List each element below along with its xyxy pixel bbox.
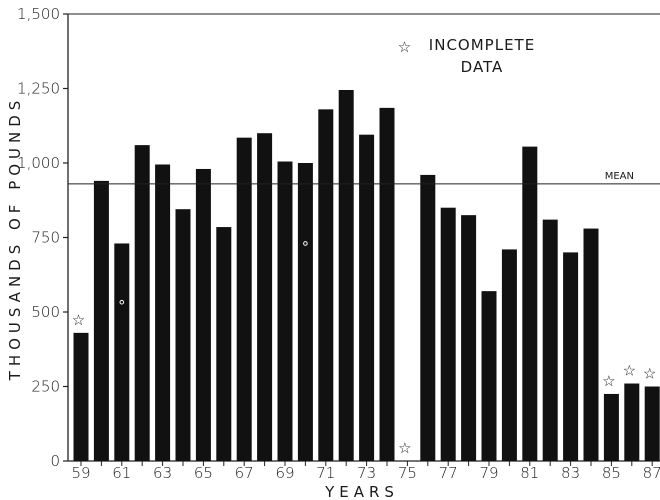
x-tick-label: 77 bbox=[439, 464, 458, 482]
bar bbox=[603, 393, 619, 461]
bar bbox=[73, 332, 89, 461]
markers: ☆ ☆ ☆ ☆ ☆ bbox=[72, 241, 657, 457]
legend-star-icon: ☆ bbox=[398, 38, 412, 56]
x-tick-label: 87 bbox=[643, 464, 660, 482]
mean-label: MEAN bbox=[605, 171, 634, 182]
x-tick-label: 71 bbox=[316, 464, 335, 482]
bar bbox=[277, 161, 293, 461]
x-tick-label: 63 bbox=[153, 464, 172, 482]
bar bbox=[624, 383, 640, 461]
bar bbox=[195, 168, 211, 461]
bar bbox=[93, 180, 109, 461]
x-tick-label: 65 bbox=[194, 464, 213, 482]
bar bbox=[644, 386, 660, 461]
bar bbox=[236, 137, 252, 462]
legend-line-1: INCOMPLETE bbox=[429, 36, 535, 54]
bar bbox=[114, 243, 130, 461]
incomplete-star-icon: ☆ bbox=[602, 372, 616, 390]
incomplete-star-icon: ☆ bbox=[643, 365, 657, 383]
bar bbox=[318, 109, 334, 462]
bar bbox=[501, 249, 517, 461]
bar bbox=[481, 291, 497, 461]
bar bbox=[297, 163, 313, 461]
x-tick-label: 59 bbox=[71, 464, 90, 482]
x-tick-label: 83 bbox=[561, 464, 580, 482]
bar bbox=[257, 133, 273, 461]
y-ticks: 0 250 500 750 1,000 1,250 1,500 bbox=[17, 5, 68, 470]
x-tick-label: 69 bbox=[275, 464, 294, 482]
circle-marker-icon bbox=[119, 299, 125, 305]
y-tick-label: 1,500 bbox=[17, 5, 60, 23]
x-tick-label: 67 bbox=[235, 464, 254, 482]
x-tick-label: 85 bbox=[602, 464, 621, 482]
x-tick-label: 73 bbox=[357, 464, 376, 482]
incomplete-star-icon: ☆ bbox=[398, 439, 412, 457]
mean-line-group: MEAN bbox=[68, 171, 660, 185]
x-tick-label: 61 bbox=[112, 464, 131, 482]
bar bbox=[563, 252, 579, 461]
bar bbox=[542, 219, 558, 461]
bar bbox=[175, 209, 191, 461]
y-tick-label: 0 bbox=[50, 452, 60, 470]
bar bbox=[583, 228, 599, 461]
x-tick-label: 79 bbox=[479, 464, 498, 482]
bar bbox=[338, 89, 354, 462]
y-tick-label: 250 bbox=[31, 378, 60, 396]
x-ticks: 59 61 63 65 67 69 71 73 75 77 79 81 83 85 87 bbox=[71, 461, 660, 482]
y-tick-label: 1,000 bbox=[17, 154, 60, 172]
incomplete-star-icon: ☆ bbox=[623, 362, 637, 380]
x-tick-label: 81 bbox=[520, 464, 539, 482]
y-axis-title: THOUSANDS OF POUNDS bbox=[6, 96, 24, 382]
bar bbox=[522, 146, 538, 462]
x-tick-label: 75 bbox=[398, 464, 417, 482]
bar bbox=[134, 145, 150, 461]
bar bbox=[461, 215, 477, 461]
bars bbox=[73, 89, 660, 462]
bar bbox=[379, 107, 395, 462]
circle-marker-icon bbox=[303, 241, 308, 246]
y-tick-label: 1,250 bbox=[17, 80, 60, 98]
legend: ☆ INCOMPLETE DATA bbox=[398, 36, 535, 76]
bar bbox=[359, 134, 375, 461]
legend-line-2: DATA bbox=[461, 58, 504, 76]
x-axis-title: YEARS bbox=[324, 483, 399, 500]
bar bbox=[420, 174, 436, 462]
incomplete-star-icon: ☆ bbox=[72, 311, 86, 329]
y-tick-label: 750 bbox=[31, 229, 60, 247]
bar bbox=[216, 227, 232, 461]
bar bbox=[440, 207, 456, 461]
bar bbox=[155, 164, 171, 462]
y-tick-label: 500 bbox=[31, 303, 60, 321]
